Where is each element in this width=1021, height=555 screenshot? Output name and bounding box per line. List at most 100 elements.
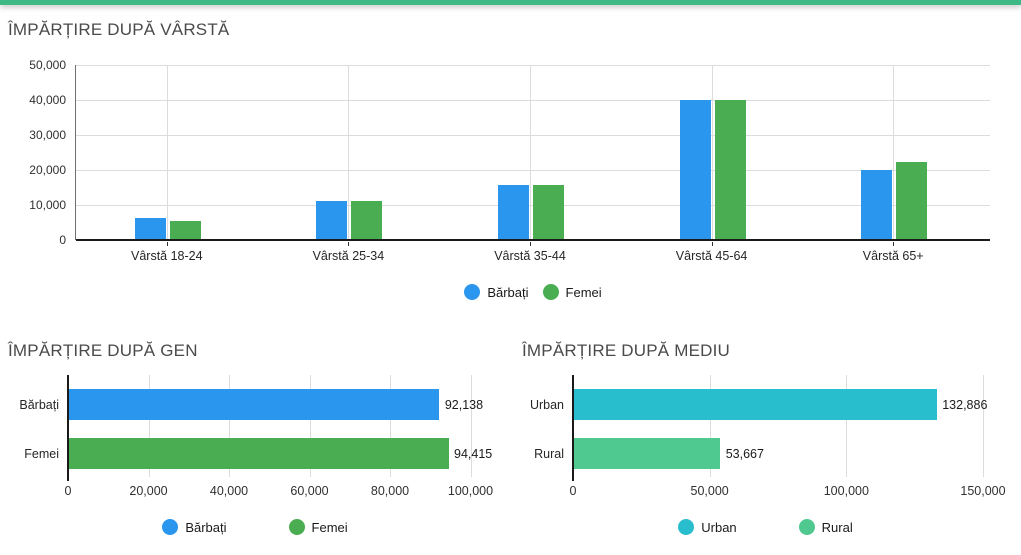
barbati-bar-varsta-35-44[interactable] <box>498 184 529 240</box>
rural-legend-swatch <box>798 519 815 535</box>
gender-chart-legend: Bărbați Femei <box>0 519 510 535</box>
femei-legend-swatch <box>288 519 305 535</box>
v-gridline <box>983 375 984 477</box>
age-chart: ÎMPĂRȚIRE DUPĂ VÂRSTĂ 0 10,000 20,000 30,00… <box>8 20 990 300</box>
v-gridline <box>893 65 895 240</box>
age-chart-legend: Bărbați Femei <box>76 284 990 300</box>
x-category-label: Vârstă 35-44 <box>494 249 566 263</box>
y-category-label: Bărbați <box>19 398 59 412</box>
v-gridline <box>148 375 150 477</box>
y-category-label: Rural <box>534 447 564 461</box>
top-accent-bar <box>0 0 1021 5</box>
rural-bar[interactable] <box>573 438 721 469</box>
femei-bar-varsta-18-24[interactable] <box>169 220 201 240</box>
v-gridline <box>348 65 350 240</box>
legend-item-rural[interactable]: Rural <box>798 519 853 535</box>
x-tick-label: 80,000 <box>370 484 410 498</box>
v-gridline <box>309 375 311 477</box>
gender-chart-title: ÎMPĂRȚIRE DUPĂ GEN <box>8 341 198 360</box>
femei-legend-label: Femei <box>565 284 602 300</box>
urban-bar[interactable] <box>573 389 937 420</box>
x-tick-label: 60,000 <box>290 484 329 498</box>
gender-chart: ÎMPĂRȚIRE DUPĂ GEN 92,138 Bărbați 94,415 Fe… <box>0 335 510 555</box>
y-tick-label: 30,000 <box>29 128 66 142</box>
femei-bar-varsta-45-64[interactable] <box>714 100 746 240</box>
bar-value-label: 53,667 <box>725 447 764 461</box>
x-axis-line <box>76 239 990 241</box>
y-tick-label: 0 <box>59 233 66 247</box>
x-tick-mark <box>711 242 713 246</box>
x-tick-label: 150,000 <box>960 484 1006 498</box>
barbati-bar-varsta-45-64[interactable] <box>679 100 711 240</box>
legend-item-femei[interactable]: Femei <box>542 284 602 300</box>
v-gridline <box>846 375 848 477</box>
y-axis-line <box>66 375 69 481</box>
bar-value-label: 132,886 <box>942 398 988 412</box>
bar-value-label: 92,138 <box>444 398 484 412</box>
h-gridline <box>76 134 990 136</box>
barbati-bar-varsta-65+[interactable] <box>861 170 893 240</box>
barbati-legend-swatch <box>162 519 179 535</box>
y-category-label: Urban <box>529 398 564 412</box>
x-tick-mark <box>893 242 895 246</box>
y-tick-label: 10,000 <box>29 198 66 212</box>
barbati-bar-varsta-25-34[interactable] <box>316 200 348 240</box>
x-tick-label: 40,000 <box>209 484 249 498</box>
v-gridline <box>470 375 472 477</box>
v-gridline <box>711 65 713 240</box>
urban-legend-label: Urban <box>701 519 737 535</box>
x-tick-mark <box>530 242 531 246</box>
h-gridline <box>76 169 990 171</box>
gender-chart-canvas: 92,138 Bărbați 94,415 Femei 0 20,000 40,000 60,… <box>0 335 510 555</box>
x-tick-label: 20,000 <box>129 484 168 498</box>
x-tick-mark <box>166 242 168 246</box>
femei-bar-varsta-35-44[interactable] <box>533 184 564 240</box>
environment-chart-title: ÎMPĂRȚIRE DUPĂ MEDIU <box>522 341 731 360</box>
x-tick-label: 100,000 <box>823 484 869 498</box>
x-category-label: Vârstă 65+ <box>862 249 924 263</box>
y-tick-label: 20,000 <box>29 163 66 177</box>
age-chart-title: ÎMPĂRȚIRE DUPĂ VÂRSTĂ <box>8 20 230 39</box>
v-gridline <box>229 375 230 477</box>
barbati-legend-label: Bărbați <box>185 519 227 535</box>
femei-bar-varsta-25-34[interactable] <box>351 200 383 240</box>
v-gridline <box>166 65 168 240</box>
barbati-legend-label: Bărbați <box>487 284 529 300</box>
legend-item-barbati[interactable]: Bărbați <box>162 519 227 535</box>
x-category-label: Vârstă 18-24 <box>131 249 203 263</box>
femei-bar-varsta-65+[interactable] <box>896 161 928 240</box>
x-tick-label: 50,000 <box>690 484 729 498</box>
v-gridline <box>709 375 711 477</box>
x-tick-mark <box>348 242 350 246</box>
barbati-bar-varsta-18-24[interactable] <box>134 217 166 240</box>
environment-chart: ÎMPĂRȚIRE DUPĂ MEDIU 132,886 Urban 53,667 R… <box>510 335 1021 555</box>
y-axis-line <box>571 375 574 481</box>
x-category-label: Vârstă 25-34 <box>312 249 385 263</box>
x-tick-label: 0 <box>569 484 577 498</box>
legend-item-barbati[interactable]: Bărbați <box>464 284 529 300</box>
age-chart-canvas: 0 10,000 20,000 30,000 40,000 50,000 Vârstă 18… <box>29 58 990 263</box>
rural-legend-label: Rural <box>821 519 853 535</box>
x-category-label: Vârstă 45-64 <box>675 249 748 263</box>
femei-bar[interactable] <box>68 438 449 469</box>
y-tick-label: 50,000 <box>29 58 66 72</box>
barbati-bar[interactable] <box>68 389 440 420</box>
h-gridline <box>76 99 990 101</box>
h-gridline <box>76 64 990 66</box>
barbati-legend-swatch <box>464 284 481 300</box>
y-tick-label: 40,000 <box>29 93 66 107</box>
legend-item-femei[interactable]: Femei <box>288 519 348 535</box>
femei-legend-swatch <box>542 284 559 300</box>
legend-item-urban[interactable]: Urban <box>678 519 737 535</box>
y-category-label: Femei <box>24 447 59 461</box>
x-tick-label: 100,000 <box>447 484 494 498</box>
x-tick-label: 0 <box>64 484 72 498</box>
bar-value-label: 94,415 <box>454 447 493 461</box>
urban-legend-swatch <box>678 519 695 535</box>
y-axis-line <box>75 65 76 240</box>
environment-chart-legend: Urban Rural <box>510 519 1021 535</box>
environment-chart-canvas: 132,886 Urban 53,667 Rural 0 50,000 100,000 150… <box>510 335 1021 555</box>
v-gridline <box>530 65 531 240</box>
v-gridline <box>390 375 391 477</box>
femei-legend-label: Femei <box>311 519 348 535</box>
